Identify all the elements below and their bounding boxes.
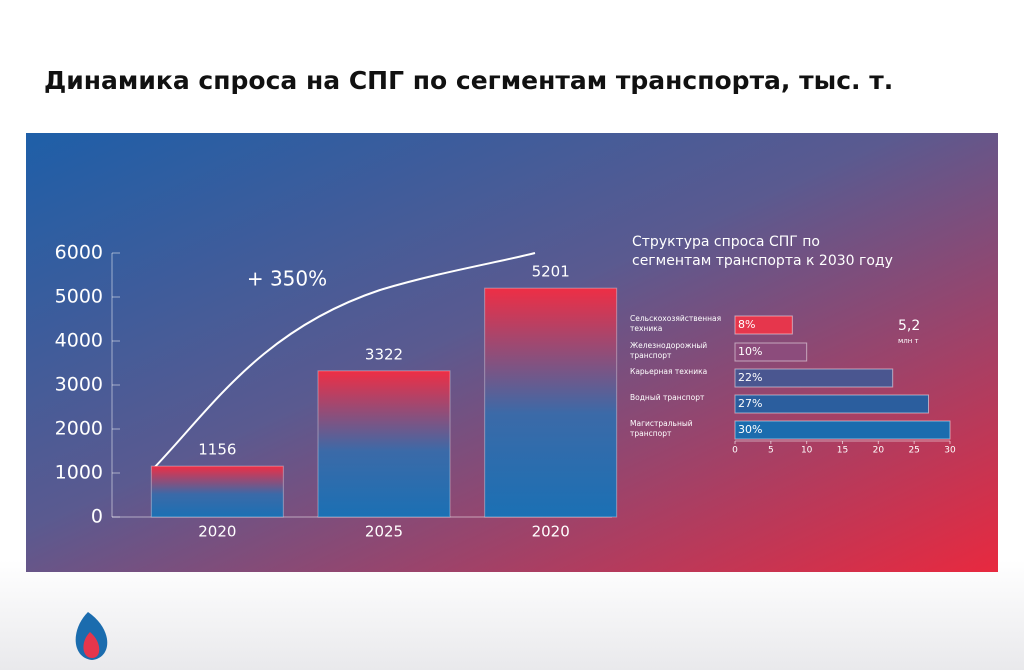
x-tick-label: 0: [732, 446, 738, 456]
data-label: 27%: [738, 397, 762, 410]
x-tick-label: 20: [873, 446, 885, 456]
data-label: 10%: [738, 345, 762, 358]
x-tick-label: 30: [944, 446, 956, 456]
x-tick-label: 25: [908, 446, 919, 456]
x-tick-label: 15: [837, 446, 848, 456]
bar: [150, 465, 284, 518]
y-tick-label: 1000: [55, 462, 103, 484]
y-tick-label: 2000: [55, 418, 103, 440]
data-label: 3322: [365, 345, 403, 363]
y-tick-label: Сельскохозяйственная техника: [630, 314, 722, 333]
data-label: 8%: [738, 318, 755, 331]
y-tick-label: Карьерная техника: [630, 367, 708, 376]
page-title: Динамика спроса на СПГ по сегментам тран…: [44, 66, 893, 95]
x-tick-label: 2020: [198, 523, 236, 541]
growth-curve: [151, 252, 536, 471]
bar: [734, 420, 951, 440]
x-tick-label: 10: [801, 446, 813, 456]
data-label: 5201: [532, 263, 570, 281]
bar: [734, 394, 929, 414]
logo-flame: [83, 632, 100, 658]
y-tick-label: Водный транспорт: [630, 393, 705, 402]
y-tick-label: 3000: [55, 374, 103, 396]
data-label: 1156: [198, 441, 236, 459]
bar: [734, 315, 793, 335]
y-tick-label: 6000: [55, 242, 103, 264]
bar: [317, 370, 451, 518]
x-tick-label: 5: [768, 446, 774, 456]
bar: [734, 342, 808, 362]
y-tick-label: 4000: [55, 330, 103, 352]
x-tick-label: 2020: [532, 523, 570, 541]
x-tick-label: 2025: [365, 523, 403, 541]
bar: [734, 368, 894, 388]
subchart-title: Структура спроса СПГ по сегментам трансп…: [632, 234, 893, 269]
annotation: 5,2: [898, 318, 920, 334]
y-tick-label: 0: [91, 506, 103, 528]
y-tick-label: 5000: [55, 286, 103, 308]
bar: [484, 287, 618, 518]
annotation: + 350%: [247, 267, 327, 291]
y-tick-label: Магистральный транспорт: [630, 419, 693, 438]
annotation: млн т: [898, 337, 919, 345]
data-label: 30%: [738, 423, 762, 436]
data-label: 22%: [738, 371, 762, 384]
y-tick-label: Железнодорожный транспорт: [630, 341, 708, 360]
